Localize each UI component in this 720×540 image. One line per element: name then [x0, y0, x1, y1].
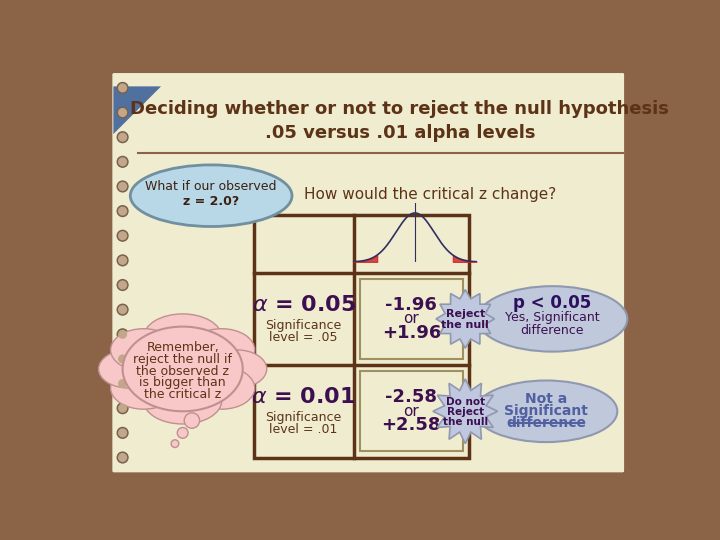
Circle shape — [117, 83, 128, 93]
Text: $\alpha$ = 0.05: $\alpha$ = 0.05 — [251, 295, 356, 315]
Text: Deciding whether or not to reject the null hypothesis: Deciding whether or not to reject the nu… — [130, 100, 669, 118]
Circle shape — [117, 107, 128, 118]
Circle shape — [119, 84, 127, 92]
Text: Not a: Not a — [525, 392, 567, 406]
Polygon shape — [477, 315, 495, 323]
Text: difference: difference — [506, 416, 586, 430]
Circle shape — [117, 304, 128, 315]
Text: or: or — [403, 312, 419, 326]
Ellipse shape — [189, 367, 255, 409]
Text: the critical z: the critical z — [144, 388, 221, 401]
Ellipse shape — [99, 350, 158, 388]
Text: the null: the null — [443, 417, 488, 427]
Text: the null: the null — [441, 320, 489, 330]
Text: Remember,: Remember, — [146, 341, 219, 354]
Circle shape — [119, 158, 127, 166]
Text: How would the critical z change?: How would the critical z change? — [305, 187, 557, 201]
Circle shape — [119, 207, 127, 215]
Ellipse shape — [207, 350, 266, 388]
Text: Significance: Significance — [266, 411, 342, 424]
Circle shape — [119, 330, 127, 338]
Circle shape — [119, 232, 127, 240]
Ellipse shape — [475, 381, 617, 442]
Circle shape — [119, 355, 127, 363]
Ellipse shape — [189, 329, 255, 371]
FancyBboxPatch shape — [360, 279, 463, 359]
Circle shape — [177, 428, 188, 438]
Ellipse shape — [143, 314, 222, 361]
Text: +1.96: +1.96 — [382, 324, 441, 342]
Polygon shape — [433, 379, 498, 444]
Text: Significance: Significance — [266, 319, 342, 332]
Ellipse shape — [130, 165, 292, 226]
Circle shape — [117, 280, 128, 291]
Polygon shape — [436, 289, 495, 348]
Text: -1.96: -1.96 — [385, 296, 437, 314]
Circle shape — [117, 378, 128, 389]
Text: -2.58: -2.58 — [385, 388, 437, 407]
Text: What if our observed: What if our observed — [145, 180, 277, 193]
Text: or: or — [403, 404, 419, 419]
Circle shape — [119, 133, 127, 141]
FancyBboxPatch shape — [110, 71, 626, 475]
Circle shape — [119, 256, 127, 264]
Circle shape — [117, 255, 128, 266]
Text: z = 2.0?: z = 2.0? — [183, 195, 239, 208]
Circle shape — [119, 429, 127, 437]
Text: .05 versus .01 alpha levels: .05 versus .01 alpha levels — [264, 124, 535, 141]
Text: Do not: Do not — [446, 397, 485, 407]
FancyBboxPatch shape — [360, 372, 463, 451]
Text: level = .01: level = .01 — [269, 423, 338, 436]
Text: level = .05: level = .05 — [269, 331, 338, 344]
Circle shape — [117, 132, 128, 143]
Text: p < 0.05: p < 0.05 — [513, 294, 591, 313]
Circle shape — [117, 157, 128, 167]
Circle shape — [117, 329, 128, 340]
Text: Reject: Reject — [446, 407, 484, 417]
Ellipse shape — [111, 367, 176, 409]
Text: Significant: Significant — [504, 403, 588, 417]
Text: reject the null if: reject the null if — [133, 353, 232, 366]
Circle shape — [171, 440, 179, 448]
Text: $\alpha$ = 0.01: $\alpha$ = 0.01 — [251, 387, 356, 408]
Circle shape — [119, 380, 127, 387]
Ellipse shape — [143, 377, 222, 424]
Text: +2.58: +2.58 — [382, 416, 441, 434]
Circle shape — [117, 354, 128, 364]
Circle shape — [119, 281, 127, 289]
Circle shape — [119, 454, 127, 461]
Circle shape — [117, 231, 128, 241]
Ellipse shape — [477, 286, 627, 352]
Text: difference: difference — [521, 324, 584, 337]
Polygon shape — [113, 86, 161, 134]
Text: Yes, Significant: Yes, Significant — [505, 311, 600, 324]
Circle shape — [119, 183, 127, 190]
Circle shape — [117, 403, 128, 414]
Text: the observed z: the observed z — [136, 364, 229, 378]
Polygon shape — [475, 408, 498, 415]
Text: is bigger than: is bigger than — [140, 376, 226, 389]
Circle shape — [117, 181, 128, 192]
Circle shape — [117, 428, 128, 438]
Circle shape — [184, 413, 199, 428]
Circle shape — [119, 404, 127, 412]
Ellipse shape — [111, 329, 176, 371]
Circle shape — [119, 109, 127, 117]
Text: Reject: Reject — [446, 308, 485, 319]
Ellipse shape — [122, 327, 243, 411]
Circle shape — [117, 452, 128, 463]
Circle shape — [117, 206, 128, 217]
Circle shape — [119, 306, 127, 314]
